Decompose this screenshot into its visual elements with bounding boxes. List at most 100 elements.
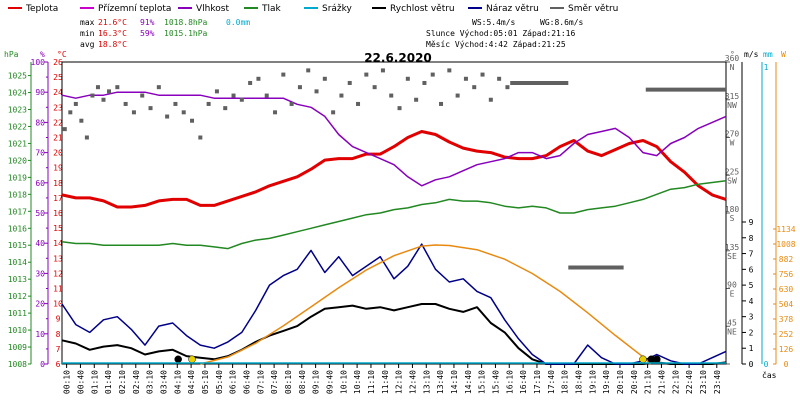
wind-tick-label: 3 [749, 313, 754, 322]
legend-label-tlak: Tlak [261, 4, 282, 14]
pressure-tick-label: 1011 [8, 309, 27, 318]
temperature-tick-label: 14 [53, 239, 63, 248]
solar-tick-label: 1008 [776, 240, 795, 249]
direction-point [405, 76, 410, 81]
time-tick-label: 07:40 [270, 370, 279, 394]
legend: Teplota Přízemní teplota Vlhkost Tlak Sr… [8, 4, 618, 14]
direction-point [140, 93, 145, 98]
time-tick-label: 00:40 [76, 370, 85, 394]
stats-max-temp: 21.6°C [98, 18, 127, 27]
humidity-tick-label: 100 [31, 58, 46, 67]
time-tick-label: 08:10 [284, 370, 293, 394]
temperature-tick-label: 13 [53, 254, 63, 263]
time-tick-label: 20:10 [616, 370, 625, 394]
solar-tick-label: 504 [779, 300, 794, 309]
pressure-tick-label: 1015 [8, 241, 27, 250]
time-tick-label: 07:10 [256, 370, 265, 394]
pressure-tick-label: 1014 [8, 258, 27, 267]
direction-point [101, 97, 106, 102]
wind-tick-label: 1 [749, 344, 754, 353]
wind-tick-label: 4 [749, 297, 754, 306]
temperature-tick-label: 24 [53, 88, 63, 97]
rain-tick-label: 0 [764, 360, 769, 369]
time-tick-label: 12:10 [395, 370, 404, 394]
time-tick-label: 01:10 [90, 370, 99, 394]
time-tick-label: 10:10 [339, 370, 348, 394]
humidity-tick-label: 90 [35, 88, 45, 97]
direction-point [95, 85, 100, 90]
unit-mm: mm [763, 50, 773, 59]
direction-point [331, 110, 336, 115]
time-tick-label: 23:10 [699, 370, 708, 394]
pressure-tick-label: 1010 [8, 326, 27, 335]
time-tick-label: 00:10 [63, 370, 72, 394]
direction-point [90, 93, 95, 98]
legend-label-smer-vetru: Směr větru [568, 4, 618, 14]
solar-axis: 0 126 252 378 504 630 756 882 1008 1134 [773, 62, 796, 369]
legend-label-naraz-vetru: Náraz větru [486, 4, 539, 14]
temperature-tick-label: 20 [53, 149, 63, 158]
time-tick-label: 15:10 [478, 370, 487, 394]
direction-tick-label: 225 [725, 167, 740, 176]
direction-point [289, 101, 294, 106]
pressure-tick-label: 1008 [8, 360, 27, 369]
time-tick-label: 02:10 [118, 370, 127, 394]
direction-point [190, 118, 195, 123]
direction-cardinal-label: N [730, 63, 735, 72]
humidity-tick-label: 50 [35, 209, 45, 218]
temperature-tick-label: 8 [56, 330, 61, 339]
direction-point [206, 101, 211, 106]
direction-point [480, 72, 485, 77]
temperature-tick-label: 12 [53, 269, 63, 278]
wind-tick-label: 9 [749, 218, 754, 227]
direction-point [439, 101, 444, 106]
direction-point [131, 110, 136, 115]
direction-point [256, 76, 261, 81]
pressure-tick-label: 1019 [8, 173, 27, 182]
legend-label-rychlost-vetru: Rychlost větru [390, 4, 455, 14]
direction-point [214, 89, 219, 94]
time-tick-label: 19:40 [602, 370, 611, 394]
time-tick-label: 02:40 [132, 370, 141, 394]
wind-tick-label: 0 [749, 360, 754, 369]
direction-tick-label: 45 [727, 318, 737, 327]
legend-label-srazky: Srážky [322, 4, 353, 14]
wind-axis: 0 1 2 3 4 5 6 7 8 9 [741, 62, 754, 369]
solar-tick-label: 630 [779, 285, 794, 294]
time-tick-label: 21:40 [657, 370, 666, 394]
direction-tick-label: 360 [725, 54, 740, 63]
direction-point [239, 97, 244, 102]
direction-point [62, 127, 67, 132]
time-tick-label: 10:40 [353, 370, 362, 394]
temperature-tick-label: 26 [53, 58, 63, 67]
direction-point [264, 93, 269, 98]
unit-percent: % [40, 50, 45, 59]
time-tick-label: 18:10 [561, 370, 570, 394]
time-tick-label: 13:40 [436, 370, 445, 394]
event-marker [653, 355, 661, 364]
time-tick-label: 12:40 [408, 370, 417, 394]
direction-cardinal-label: E [730, 290, 735, 299]
direction-point [306, 68, 311, 73]
wind-speed-info: WS:5.4m/s [472, 18, 516, 27]
time-tick-label: 14:10 [450, 370, 459, 394]
direction-point [380, 68, 385, 73]
naraz-vetru-line [61, 243, 727, 365]
time-tick-label: 21:10 [644, 370, 653, 394]
time-tick-label: 16:10 [505, 370, 514, 394]
solar-tick-label: 882 [779, 255, 794, 264]
legend-label-vlhkost: Vlhkost [196, 4, 229, 14]
time-tick-label: 09:10 [312, 370, 321, 394]
stats-min-pressure: 1015.1hPa [164, 29, 208, 38]
unit-ms: m/s [744, 50, 759, 59]
stats-min-temp: 16.3°C [98, 29, 127, 38]
direction-point [389, 93, 394, 98]
pressure-tick-label: 1016 [8, 224, 27, 233]
direction-point [107, 89, 112, 94]
direction-point [297, 85, 302, 90]
slunce-line [200, 244, 652, 365]
time-tick-label: 23:40 [713, 370, 722, 394]
stats-rain: 0.0mm [226, 18, 250, 27]
temperature-tick-label: 7 [56, 345, 61, 354]
